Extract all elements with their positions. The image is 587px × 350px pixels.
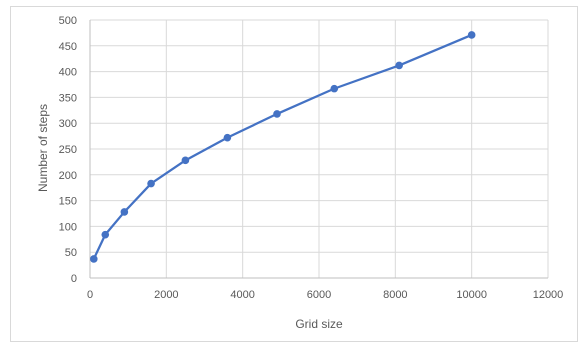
- data-point: [273, 110, 281, 118]
- data-point: [120, 208, 129, 216]
- x-tick-label: 2000: [154, 289, 178, 301]
- x-tick-label: 8000: [383, 289, 407, 301]
- y-tick-label: 500: [59, 15, 77, 27]
- x-tick-label: 4000: [230, 289, 254, 301]
- axes: [89, 20, 548, 279]
- y-tick-label: 200: [59, 170, 77, 182]
- x-tick-label: 0: [87, 289, 93, 301]
- y-tick-label: 300: [59, 118, 77, 130]
- gridlines: [90, 19, 549, 278]
- data-point: [223, 133, 232, 142]
- data-point: [101, 230, 110, 239]
- x-tick-label: 10000: [456, 289, 487, 301]
- y-tick-label: 350: [59, 92, 77, 104]
- y-tick-label: 0: [71, 273, 77, 285]
- x-axis-title: Grid size: [295, 317, 343, 331]
- data-point: [181, 156, 190, 165]
- data-point: [330, 84, 339, 93]
- data-point: [395, 61, 403, 70]
- data-point: [147, 179, 155, 188]
- y-tick-label: 50: [65, 247, 77, 259]
- chart-area: [10, 6, 578, 342]
- y-tick-label: 250: [59, 144, 77, 156]
- y-tick-label: 450: [59, 41, 77, 53]
- y-tick-label: 100: [59, 221, 77, 233]
- x-tick-label: 12000: [533, 289, 564, 301]
- y-tick-label: 150: [59, 196, 77, 208]
- series-layer: [90, 31, 476, 263]
- data-point: [467, 31, 476, 39]
- data-point: [90, 255, 98, 263]
- y-axis-title: Number of steps: [36, 104, 50, 192]
- tick-labels: 0 50 100 150 200 250 300 350 400 450 500 0 2000 4000 6…: [59, 15, 564, 301]
- y-tick-label: 400: [59, 67, 77, 79]
- x-tick-label: 6000: [307, 289, 331, 301]
- series-line: [92, 33, 473, 260]
